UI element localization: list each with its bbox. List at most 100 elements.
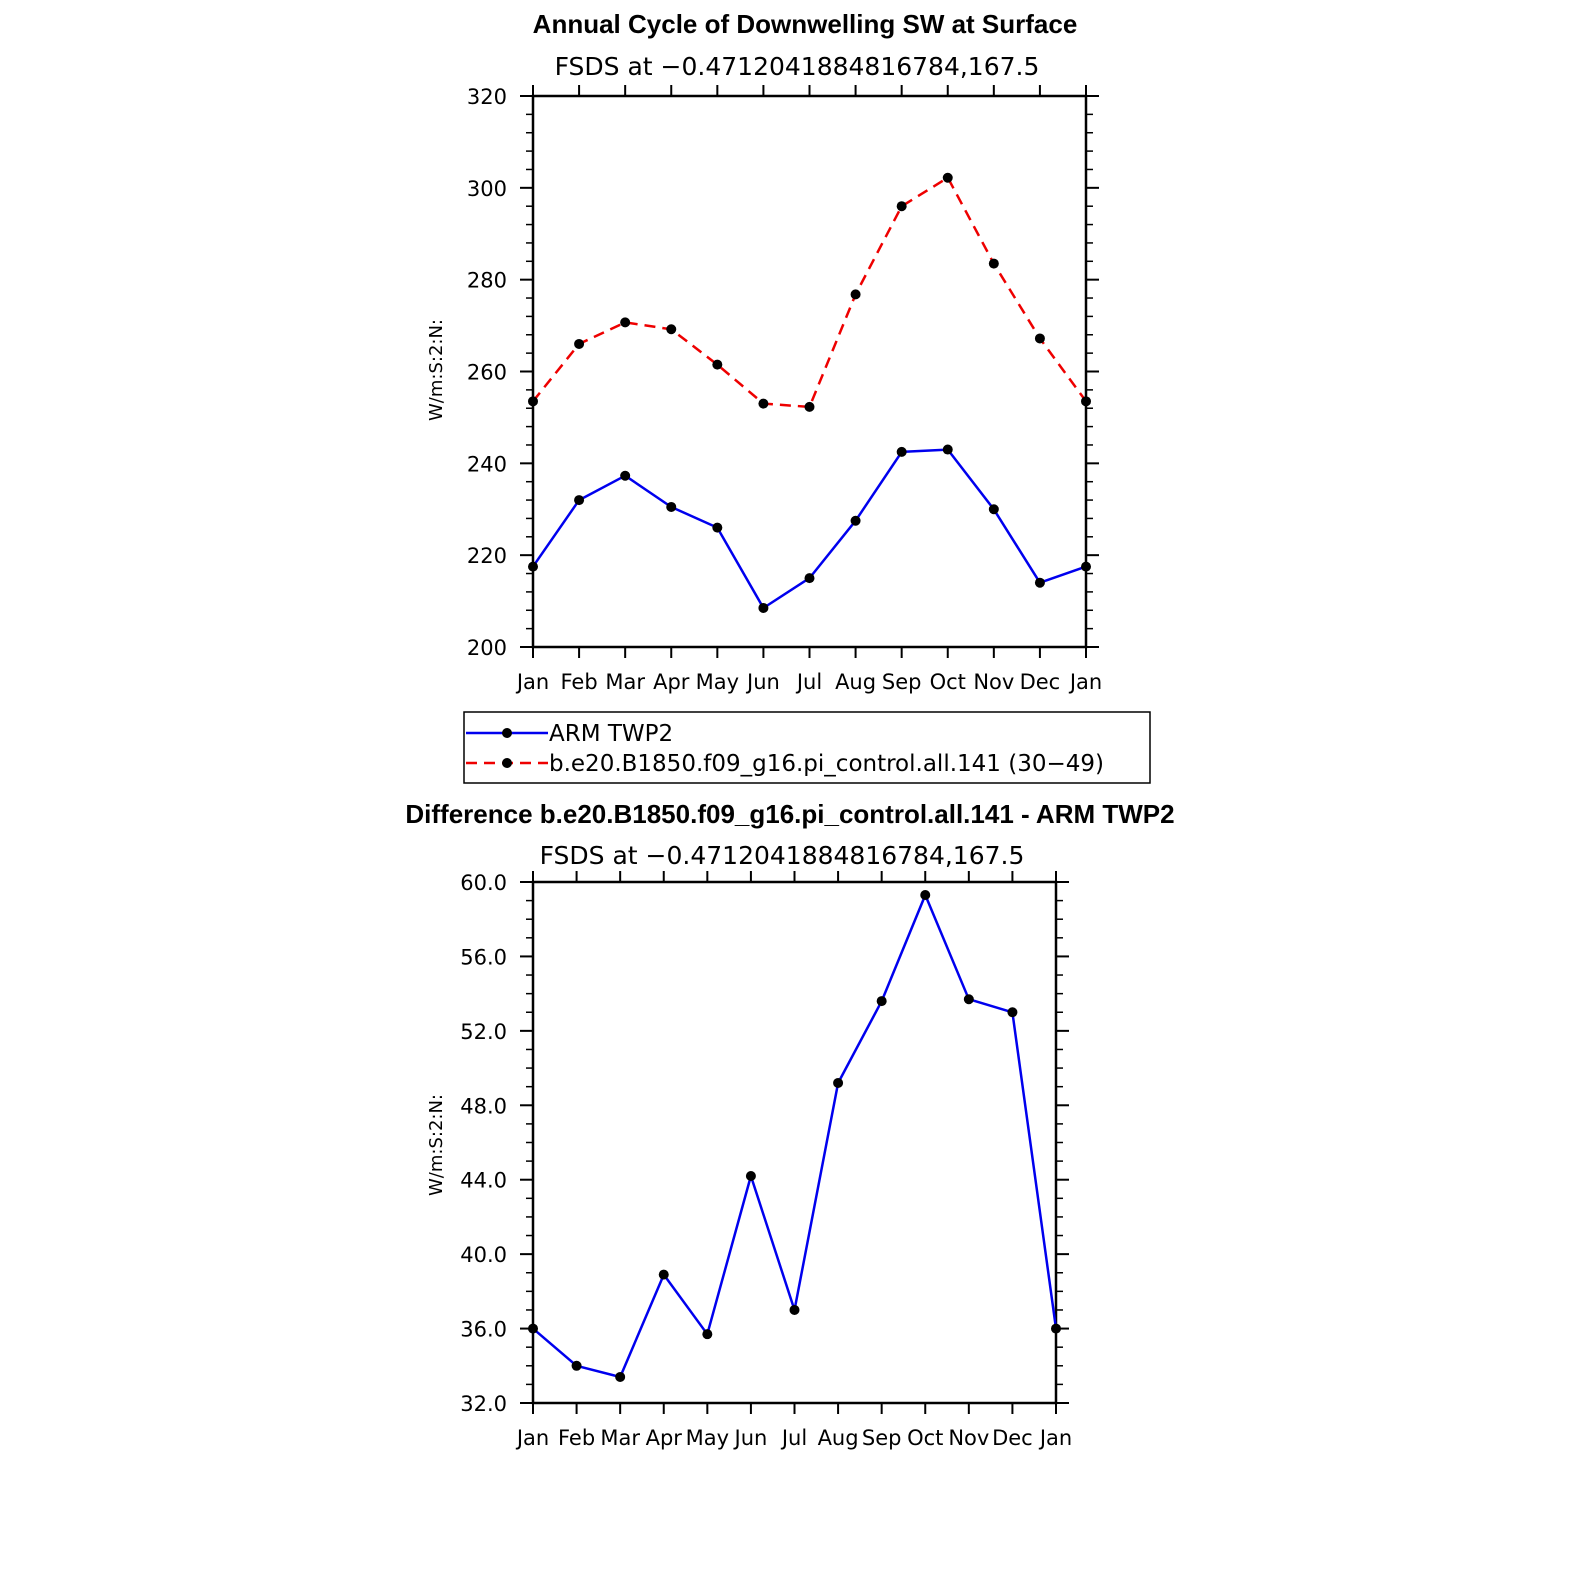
- x-tick-label: Aug: [818, 1426, 859, 1450]
- x-tick-label: Mar: [605, 670, 645, 694]
- x-tick-label: Jul: [780, 1426, 807, 1450]
- y-axis-label: W/m:S:2:N:: [426, 1094, 447, 1196]
- chart-title: Difference b.e20.B1850.f09_g16.pi_contro…: [405, 799, 1174, 829]
- data-point: [1007, 1007, 1018, 1018]
- x-tick-label: Jan: [1038, 1426, 1072, 1450]
- plot-frame: [531, 880, 1058, 1405]
- data-point: [850, 515, 861, 526]
- data-point: [574, 495, 585, 506]
- plot-frame: [531, 94, 1088, 649]
- y-tick-label: 260: [467, 361, 507, 385]
- x-tick-label: Jan: [1068, 670, 1102, 694]
- y-tick-label: 44.0: [460, 1169, 507, 1193]
- y-tick-label: 36.0: [460, 1318, 507, 1342]
- data-point: [528, 396, 538, 407]
- data-point: [712, 522, 723, 533]
- data-point: [850, 289, 861, 300]
- y-tick-label: 240: [467, 452, 507, 476]
- x-tick-label: Sep: [862, 1426, 902, 1450]
- data-point: [1034, 577, 1045, 588]
- legend-label-model: b.e20.B1850.f09_g16.pi_control.all.141 (…: [549, 751, 1104, 777]
- data-point: [920, 890, 931, 901]
- x-tick-label: Jul: [795, 670, 822, 694]
- series-line-0: [532, 893, 1058, 1379]
- legend-marker-arm-twp2: [502, 728, 512, 738]
- x-tick-label: Dec: [1020, 670, 1061, 694]
- x-tick-label: Jan: [515, 1426, 549, 1450]
- data-point: [528, 1323, 538, 1334]
- data-point: [620, 317, 631, 328]
- data-point: [702, 1329, 713, 1340]
- x-tick-label: Jan: [515, 670, 549, 694]
- data-point: [666, 324, 677, 335]
- chart-subtitle: FSDS at −0.4712041884816784,167.5: [555, 52, 1040, 81]
- x-tick-label: Oct: [930, 670, 966, 694]
- data-point: [658, 1269, 669, 1280]
- data-point: [615, 1371, 626, 1382]
- x-tick-label: Feb: [558, 1426, 595, 1450]
- y-tick-label: 48.0: [460, 1094, 507, 1118]
- x-tick-label: Apr: [653, 670, 690, 694]
- data-point: [896, 201, 907, 212]
- x-tick-label: Sep: [882, 670, 922, 694]
- data-point: [804, 401, 815, 412]
- data-point: [963, 994, 974, 1005]
- data-point: [571, 1360, 582, 1371]
- data-point: [876, 996, 887, 1007]
- data-point: [1081, 561, 1091, 572]
- legend-label-arm-twp2: ARM TWP2: [549, 721, 673, 747]
- data-point: [804, 573, 815, 584]
- legend-item-arm-twp2: ARM TWP2: [466, 721, 673, 747]
- data-point: [988, 258, 999, 269]
- chart-difference: Difference b.e20.B1850.f09_g16.pi_contro…: [405, 799, 1174, 1450]
- x-tick-label: Aug: [835, 670, 876, 694]
- x-tick-label: May: [686, 1426, 729, 1450]
- data-point: [666, 501, 677, 512]
- y-tick-label: 200: [467, 636, 507, 660]
- data-point: [758, 602, 769, 613]
- legend: ARM TWP2 b.e20.B1850.f09_g16.pi_control.…: [463, 711, 1151, 784]
- x-tick-label: Nov: [973, 670, 1014, 694]
- data-point: [942, 172, 953, 183]
- x-tick-label: Apr: [646, 1426, 683, 1450]
- chart-subtitle: FSDS at −0.4712041884816784,167.5: [540, 841, 1025, 870]
- y-tick-label: 60.0: [460, 871, 507, 895]
- series-line-0: [531, 448, 1087, 610]
- legend-marker-model: [502, 758, 512, 768]
- chart-title: Annual Cycle of Downwelling SW at Surfac…: [533, 9, 1078, 39]
- chart-annual-cycle: Annual Cycle of Downwelling SW at Surfac…: [426, 9, 1102, 694]
- y-tick-label: 56.0: [460, 945, 507, 969]
- x-tick-label: Oct: [907, 1426, 943, 1450]
- data-point: [833, 1077, 844, 1088]
- data-point: [745, 1170, 756, 1181]
- y-tick-label: 320: [467, 85, 507, 109]
- data-point: [574, 338, 585, 349]
- x-tick-label: Jun: [745, 670, 780, 694]
- data-point: [620, 470, 631, 481]
- data-point: [896, 446, 907, 457]
- y-tick-label: 220: [467, 544, 507, 568]
- data-point: [1051, 1323, 1061, 1334]
- x-tick-label: Nov: [948, 1426, 989, 1450]
- legend-box: [463, 711, 1151, 784]
- data-point: [758, 398, 769, 409]
- plot-area: Jan Feb Mar Apr May Jun Jul Aug Sep Oct Nov Dec Jan 2…: [467, 85, 1102, 694]
- data-point: [942, 444, 953, 455]
- legend-item-model: b.e20.B1850.f09_g16.pi_control.all.141 (…: [466, 751, 1104, 777]
- x-tick-label: Dec: [992, 1426, 1033, 1450]
- y-tick-label: 280: [467, 269, 507, 293]
- y-tick-label: 300: [467, 177, 507, 201]
- y-axis-label: W/m:S:2:N:: [426, 319, 447, 421]
- data-point: [988, 504, 999, 515]
- y-tick-label: 52.0: [460, 1020, 507, 1044]
- data-point: [789, 1304, 800, 1315]
- plot-area: Jan Feb Mar Apr May Jun Jul Aug Sep Oct Nov Dec Jan3…: [460, 871, 1072, 1450]
- x-tick-label: Jun: [733, 1426, 768, 1450]
- data-point: [528, 561, 538, 572]
- data-point: [1081, 396, 1091, 407]
- x-tick-label: Mar: [600, 1426, 640, 1450]
- y-tick-label: 32.0: [460, 1392, 507, 1416]
- data-point: [1034, 333, 1045, 344]
- data-point: [712, 359, 723, 370]
